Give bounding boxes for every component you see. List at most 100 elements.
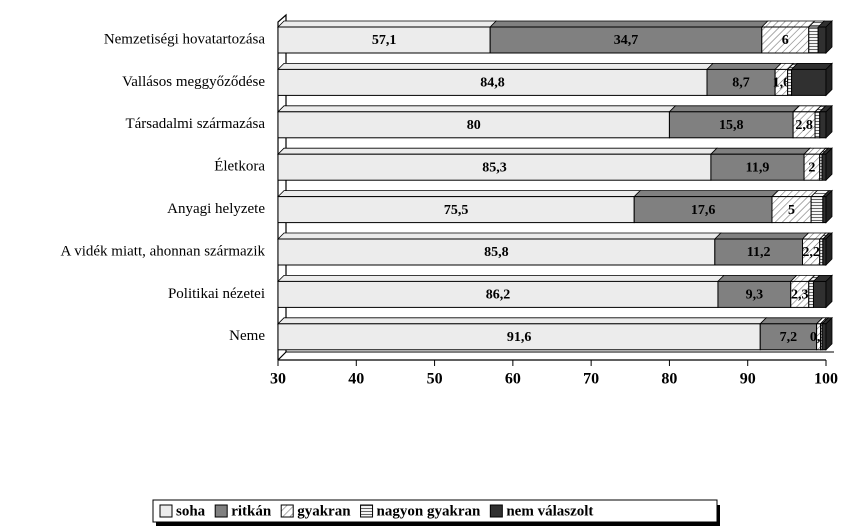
bar-segment (821, 323, 827, 351)
bar-segment (808, 280, 814, 308)
bar-depth (277, 147, 718, 155)
bar-segment (817, 26, 827, 54)
bar-depth (717, 274, 798, 282)
data-label: 2 (808, 160, 815, 175)
bar-side (825, 274, 833, 309)
bar-depth (277, 232, 722, 240)
data-label: 6 (782, 33, 789, 48)
bar-depth (709, 147, 812, 155)
bar-depth (760, 20, 816, 28)
legend-swatch (489, 504, 503, 518)
x-tick-label: 30 (270, 371, 286, 388)
legend-swatch (214, 504, 228, 518)
data-label: 57,1 (372, 33, 397, 48)
x-tick-label: 60 (505, 371, 521, 388)
x-tick-label: 80 (661, 371, 677, 388)
bar-segment (812, 280, 827, 308)
data-label: 8,7 (732, 76, 750, 91)
bar-side (825, 232, 833, 266)
legend-label: gyakran (297, 503, 351, 519)
bar-depth (790, 63, 833, 70)
data-label: 11,2 (747, 245, 771, 260)
bar-depth (277, 274, 725, 282)
data-label: 85,3 (482, 160, 507, 175)
legend-label: nagyon gyakran (377, 503, 481, 519)
data-label: 17,6 (691, 203, 716, 218)
legend-label: nem válaszolt (506, 503, 593, 519)
bar-segment (808, 26, 819, 54)
data-label: 86,2 (486, 288, 511, 303)
bar-depth (277, 190, 642, 198)
data-label: 1,6 (773, 76, 791, 91)
bar-segment (277, 111, 670, 139)
bar-depth (277, 105, 677, 113)
bar-side (825, 20, 833, 54)
bar-segment (277, 280, 719, 308)
bar-segment (810, 196, 824, 224)
category-label: Politikai nézetei (168, 286, 265, 302)
bar-depth (277, 63, 714, 70)
bar-segment (277, 238, 716, 266)
bar-depth (633, 190, 779, 198)
bar-side (825, 104, 833, 139)
legend-label: ritkán (231, 503, 272, 519)
legend-swatch (360, 504, 374, 518)
bar-side (825, 189, 833, 224)
bar-segment (822, 196, 827, 224)
bar-segment (714, 238, 804, 266)
bar-side (825, 316, 833, 351)
data-label: 84,8 (480, 76, 505, 91)
category-label: A vidék miatt, ahonnan származik (60, 243, 265, 259)
category-label: Vallásos meggyőződése (122, 74, 265, 90)
data-label: 80 (467, 118, 481, 133)
chart-walls (277, 13, 834, 361)
bar-segment (819, 111, 827, 139)
data-label: 15,8 (719, 118, 744, 133)
data-label: 75,5 (444, 203, 469, 218)
bar-depth (668, 105, 801, 113)
legend-box (152, 499, 718, 523)
data-label: 2,3 (791, 288, 809, 303)
data-label: 34,7 (614, 33, 639, 48)
bar-segment (821, 153, 827, 181)
bar-segment (277, 68, 708, 96)
bar-segment (759, 323, 818, 351)
category-label: Életkora (214, 158, 265, 175)
bar-side (825, 62, 833, 97)
x-tick-label: 40 (348, 371, 364, 388)
bar-depth (759, 317, 824, 325)
legend-swatch (159, 504, 173, 518)
x-tick-label: 70 (583, 371, 599, 388)
bar-segment (814, 111, 821, 139)
bar-side (825, 147, 833, 182)
bar-segment (787, 68, 793, 96)
x-tick-label: 50 (427, 371, 443, 388)
bar-depth (713, 232, 810, 240)
legend-label: soha (176, 503, 206, 519)
category-label: Neme (229, 328, 265, 344)
bar-segment (710, 153, 805, 181)
category-label: Társadalmi származása (125, 116, 265, 132)
data-label: 2,8 (795, 118, 813, 133)
bar-segment (668, 111, 794, 139)
bar-depth (277, 20, 498, 28)
data-label: 7,2 (780, 330, 798, 345)
data-label: 9,3 (746, 288, 764, 303)
bar-segment (717, 280, 792, 308)
bar-segment (277, 153, 712, 181)
data-label: 5 (788, 203, 795, 218)
x-tick-label: 100 (814, 371, 838, 388)
data-label: 2,2 (802, 245, 820, 260)
data-label: 11,9 (746, 160, 770, 175)
category-label: Nemzetiségi hovatartozása (104, 31, 266, 47)
bar-segment (822, 238, 827, 266)
data-label: 91,6 (507, 330, 532, 345)
bar-depth (489, 20, 769, 28)
bar-depth (277, 317, 768, 325)
bar-segment (771, 196, 812, 224)
category-label: Anyagi helyzete (167, 201, 265, 217)
x-tick-label: 90 (740, 371, 756, 388)
bar-segment (633, 196, 773, 224)
bar-depth (706, 63, 783, 70)
